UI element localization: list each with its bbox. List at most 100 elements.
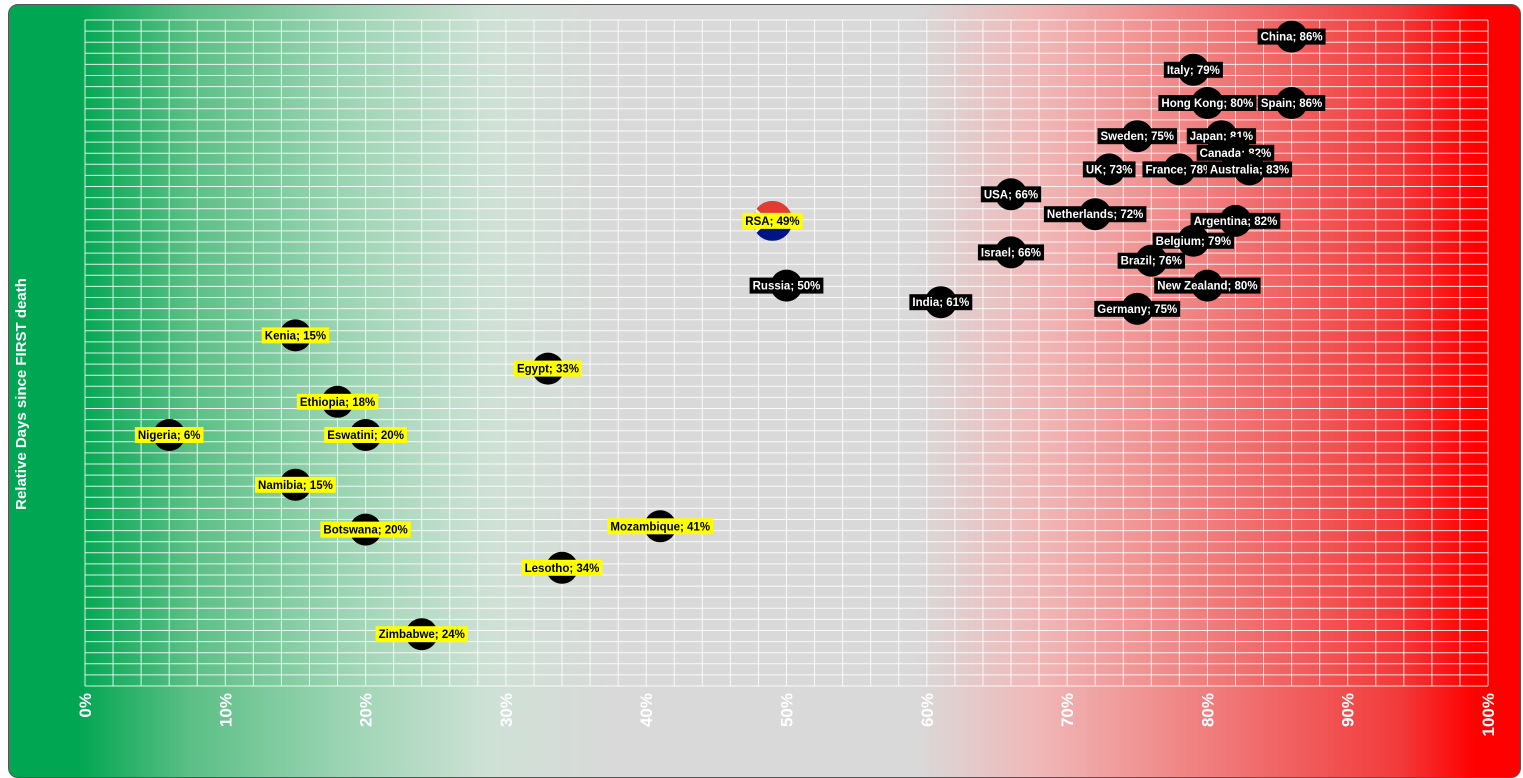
data-label: Kenia; 15%	[261, 327, 330, 344]
data-point: Netherlands; 72%	[1043, 198, 1147, 231]
data-point: Australia; 83%	[1206, 153, 1293, 186]
data-label: Lesotho; 34%	[521, 559, 603, 576]
data-point: Argentina; 82%	[1190, 204, 1281, 237]
x-tick-label: 50%	[778, 693, 797, 727]
svg-text:RSA; 49%: RSA; 49%	[745, 216, 799, 228]
svg-text:Israel; 66%: Israel; 66%	[981, 247, 1041, 259]
x-tick-label: 30%	[497, 693, 516, 727]
svg-text:Germany; 75%: Germany; 75%	[1097, 304, 1177, 316]
data-point: RSA; 49%	[742, 200, 803, 241]
data-point: Israel; 66%	[977, 236, 1045, 269]
data-label: Eswatini; 20%	[324, 427, 407, 443]
x-tick-label: 80%	[1198, 693, 1217, 727]
grid	[84, 19, 1489, 687]
svg-text:UK; 73%: UK; 73%	[1086, 164, 1133, 176]
chart-background	[8, 4, 1521, 778]
data-point: Kenia; 15%	[261, 319, 330, 352]
svg-text:China; 86%: China; 86%	[1261, 32, 1323, 44]
data-point: Italy; 79%	[1163, 53, 1223, 86]
data-point: Ethiopia; 18%	[296, 385, 379, 418]
data-point: Botswana; 20%	[320, 513, 411, 546]
data-point: Mozambique; 41%	[607, 510, 714, 543]
svg-text:Kenia; 15%: Kenia; 15%	[265, 330, 326, 342]
data-point: Russia; 50%	[749, 269, 824, 302]
data-label: Sweden; 75%	[1097, 128, 1177, 145]
data-label: Netherlands; 72%	[1043, 206, 1147, 223]
data-point: Lesotho; 34%	[521, 551, 603, 584]
svg-text:Namibia; 15%: Namibia; 15%	[258, 480, 333, 492]
data-label: Argentina; 82%	[1190, 212, 1281, 229]
data-point: Zimbabwe; 24%	[375, 618, 468, 651]
data-point: Hong Kong; 80%	[1158, 87, 1257, 119]
svg-text:Belgium; 79%: Belgium; 79%	[1156, 236, 1231, 248]
svg-text:Nigeria; 6%: Nigeria; 6%	[138, 430, 201, 442]
data-label: China; 86%	[1257, 28, 1326, 45]
data-point: Sweden; 75%	[1097, 120, 1177, 153]
data-label: Germany; 75%	[1094, 300, 1181, 317]
x-tick-label: 100%	[1479, 693, 1498, 736]
x-tick-label: 0%	[76, 693, 95, 718]
data-label: USA; 66%	[980, 186, 1042, 203]
svg-text:Netherlands; 72%: Netherlands; 72%	[1047, 209, 1144, 221]
data-label: Ethiopia; 18%	[296, 393, 379, 410]
x-axis-ticks: 0% 10% 20% 30% 40% 50% 60% 70% 80% 90% 100%	[76, 693, 1498, 736]
data-point: India; 61%	[909, 286, 973, 319]
data-label: Brazil; 76%	[1117, 252, 1185, 269]
data-label: Mozambique; 41%	[607, 518, 714, 535]
svg-text:Brazil; 76%: Brazil; 76%	[1121, 256, 1182, 268]
svg-text:Spain; 86%: Spain; 86%	[1261, 98, 1322, 110]
data-point: Egypt; 33%	[513, 352, 582, 385]
data-point: Namibia; 15%	[255, 468, 336, 501]
data-label: UK; 73%	[1082, 161, 1136, 178]
svg-text:Botswana; 20%: Botswana; 20%	[323, 525, 407, 537]
x-tick-label: 40%	[637, 693, 656, 727]
svg-text:New Zealand; 80%: New Zealand; 80%	[1157, 281, 1257, 293]
data-label: Italy; 79%	[1163, 61, 1223, 78]
data-label: New Zealand; 80%	[1154, 277, 1261, 294]
data-label: Australia; 83%	[1206, 161, 1293, 178]
data-label: Spain; 86%	[1257, 95, 1326, 111]
data-point: Spain; 86%	[1257, 87, 1326, 119]
x-tick-label: 90%	[1339, 693, 1358, 727]
svg-text:Mozambique; 41%: Mozambique; 41%	[610, 521, 710, 533]
svg-text:Russia; 50%: Russia; 50%	[753, 281, 821, 293]
data-label: RSA; 49%	[742, 212, 803, 229]
data-point: USA; 66%	[980, 178, 1042, 211]
data-label: France; 78%	[1142, 161, 1217, 178]
svg-text:Eswatini; 20%: Eswatini; 20%	[327, 430, 404, 442]
data-label: India; 61%	[909, 294, 973, 311]
data-label: Egypt; 33%	[513, 360, 582, 377]
x-tick-label: 60%	[918, 693, 937, 727]
svg-text:Zimbabwe; 24%: Zimbabwe; 24%	[379, 629, 465, 641]
data-label: Hong Kong; 80%	[1158, 95, 1257, 111]
x-tick-label: 70%	[1058, 693, 1077, 727]
x-tick-label: 20%	[357, 693, 376, 727]
svg-text:USA; 66%: USA; 66%	[984, 189, 1038, 201]
svg-text:Egypt; 33%: Egypt; 33%	[517, 364, 579, 376]
data-point: Nigeria; 6%	[134, 419, 204, 451]
data-label: Belgium; 79%	[1152, 232, 1235, 249]
data-label: Canada; 82%	[1196, 144, 1275, 161]
svg-text:Australia; 83%: Australia; 83%	[1210, 164, 1289, 176]
svg-text:Lesotho; 34%: Lesotho; 34%	[525, 563, 600, 575]
data-point: Belgium; 79%	[1152, 224, 1235, 257]
data-label: Nigeria; 6%	[134, 427, 204, 443]
data-point: Brazil; 76%	[1117, 244, 1185, 277]
svg-text:Argentina; 82%: Argentina; 82%	[1194, 216, 1278, 228]
data-point: New Zealand; 80%	[1154, 269, 1261, 302]
svg-text:Hong Kong; 80%: Hong Kong; 80%	[1161, 98, 1253, 110]
data-point: UK; 73%	[1082, 153, 1136, 186]
data-label: Botswana; 20%	[320, 521, 411, 538]
data-label: Russia; 50%	[749, 277, 824, 294]
data-label: Israel; 66%	[977, 244, 1045, 261]
svg-text:India; 61%: India; 61%	[912, 297, 969, 309]
data-label: Zimbabwe; 24%	[375, 626, 468, 643]
data-label: Namibia; 15%	[255, 476, 336, 493]
data-point: China; 86%	[1257, 20, 1326, 53]
x-tick-label: 10%	[216, 693, 235, 727]
y-axis-title: Relative Days since FIRST death	[13, 278, 30, 510]
svg-text:France; 78%: France; 78%	[1145, 164, 1213, 176]
svg-text:Italy; 79%: Italy; 79%	[1167, 65, 1220, 77]
data-point: France; 78%	[1142, 153, 1217, 186]
